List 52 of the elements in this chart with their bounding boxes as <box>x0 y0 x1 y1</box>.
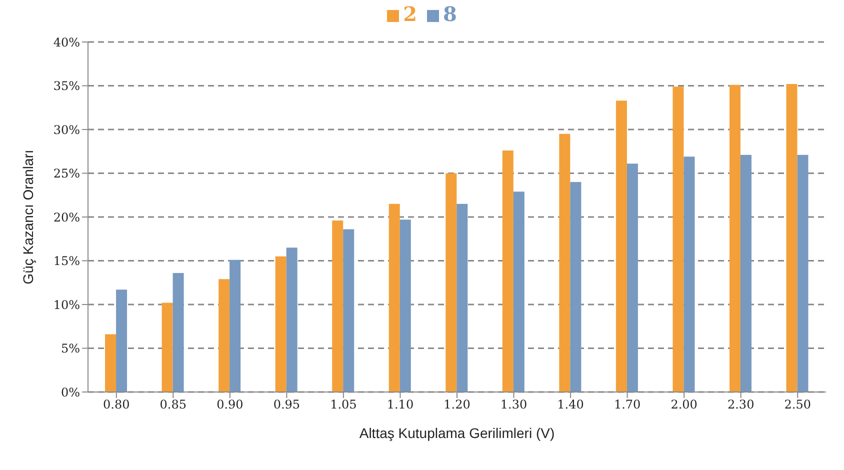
y-tick-label: 40% <box>53 35 80 50</box>
x-tick-label: 0.80 <box>103 398 130 412</box>
bar <box>400 220 411 392</box>
x-tick-label: 2.50 <box>784 398 811 412</box>
x-axis-title: Alttaş Kutuplama Gerilimleri (V) <box>359 425 555 441</box>
bar <box>116 290 128 392</box>
bar <box>626 164 638 392</box>
y-tick-label: 25% <box>53 166 80 181</box>
x-tick-label: 2.00 <box>670 398 698 412</box>
bar <box>388 204 400 392</box>
bar <box>172 273 184 392</box>
y-axis-title: Güç Kazancı Oranları <box>20 150 36 284</box>
bar <box>230 260 241 392</box>
x-tick-label: 1.10 <box>386 398 414 412</box>
bar <box>105 334 116 392</box>
bar <box>343 229 354 392</box>
x-tick-label: 2.30 <box>727 398 754 412</box>
bar <box>616 100 627 392</box>
y-tick-label: 5% <box>60 342 80 356</box>
x-tick-label: 1.20 <box>444 398 470 412</box>
x-tick-label: 1.70 <box>614 398 641 412</box>
bar <box>672 86 684 392</box>
bar <box>332 220 344 392</box>
bar <box>559 134 570 392</box>
x-tick-label: 1.40 <box>557 398 584 412</box>
legend-label: 8 <box>443 2 457 26</box>
y-tick-label: 15% <box>53 254 80 268</box>
bar <box>286 248 298 392</box>
bar <box>740 154 752 392</box>
x-tick-label: 1.05 <box>330 398 357 412</box>
y-tick-label: 35% <box>53 79 80 94</box>
bar <box>502 150 514 392</box>
bar <box>729 84 740 392</box>
x-tick-label: 0.95 <box>273 398 300 412</box>
bar <box>275 256 286 392</box>
y-tick-label: 0% <box>60 385 80 400</box>
x-tick-label: 0.90 <box>216 398 244 412</box>
legend-label: 2 <box>403 2 417 26</box>
bar <box>456 204 468 392</box>
bar <box>786 84 798 392</box>
bar <box>162 302 173 392</box>
y-tick-label: 30% <box>53 122 80 137</box>
bar <box>797 154 808 392</box>
y-tick-label: 10% <box>53 298 80 312</box>
bar <box>570 182 582 392</box>
bar <box>446 173 457 392</box>
bar <box>684 156 695 392</box>
x-tick-label: 1.30 <box>500 398 528 412</box>
x-tick-label: 0.85 <box>160 398 187 412</box>
bar <box>218 279 230 392</box>
y-tick-label: 20% <box>53 210 80 224</box>
bar <box>513 192 524 392</box>
